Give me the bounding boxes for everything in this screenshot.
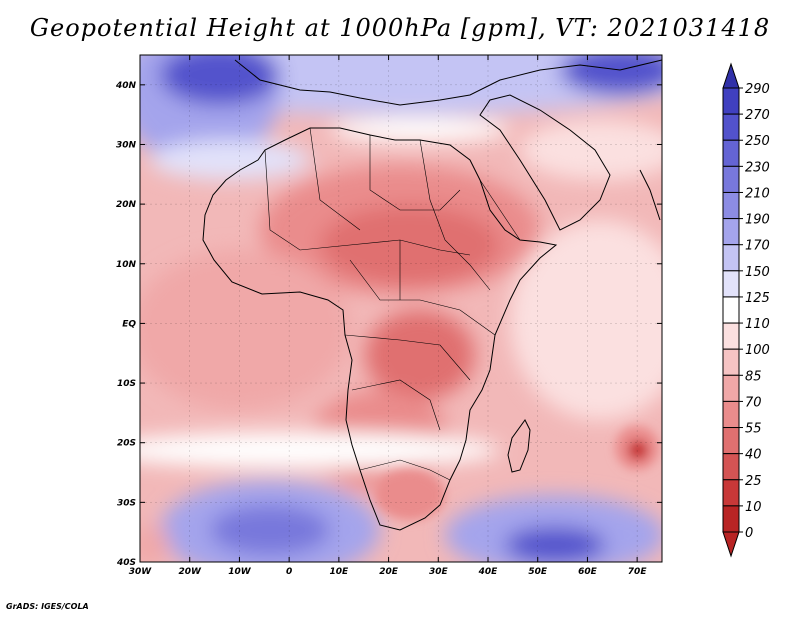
lat-tick-label: 20N [116, 200, 137, 210]
colorbar-swatch [722, 218, 740, 246]
coastlines [202, 59, 662, 531]
colorbar-swatch [722, 191, 740, 220]
plot-frame [139, 54, 663, 563]
lon-tick-label: 20W [178, 567, 202, 577]
colorbar-label: 110 [745, 317, 770, 332]
colorbar-swatch [722, 296, 740, 324]
colorbar-swatch [722, 479, 740, 507]
lat-tick-label: 40S [116, 558, 136, 568]
colorbar-label: 150 [745, 265, 770, 280]
colorbar-label: 190 [745, 213, 770, 228]
colorbar-swatch [722, 400, 740, 429]
madagascar-coastline [507, 419, 531, 473]
europe-coastline [234, 59, 662, 106]
colorbar-label: 210 [745, 186, 770, 201]
colorbar-label: 85 [745, 369, 762, 384]
colorbar-swatch [722, 139, 740, 167]
colorbar-label: 290 [745, 82, 770, 97]
axis-ticks: 30W 20W 10W 0 10E 20E 30E 40E 50E 60E 70E 40N 30N 20N… [115, 55, 662, 577]
colorbar-label: 230 [745, 160, 770, 175]
colorbar-swatch [722, 165, 740, 193]
lat-tick-label: 30N [116, 140, 137, 150]
africa-coastline [202, 127, 558, 531]
lon-tick-label: 70E [628, 567, 648, 577]
lon-tick-label: 20E [379, 567, 399, 577]
india-coastline [639, 169, 661, 221]
colorbar-swatch [722, 244, 740, 272]
colorbar-swatch [722, 270, 740, 298]
colorbar: 2902702502302101901701501251101008570554… [722, 62, 770, 558]
colorbar-swatch [722, 505, 740, 533]
colorbar-label: 125 [745, 291, 770, 306]
lon-tick-label: 10E [330, 567, 350, 577]
colorbar-label: 170 [745, 239, 770, 254]
colorbar-swatch [722, 427, 740, 455]
colorbar-swatch [722, 348, 740, 376]
lat-tick-label: 20S [117, 439, 136, 449]
lon-tick-label: 60E [578, 567, 598, 577]
colorbar-top-arrow [722, 62, 740, 89]
colorbar-label: 70 [745, 395, 762, 410]
colorbar-swatch [722, 322, 740, 350]
colorbar-swatch [722, 453, 740, 481]
colorbar-label: 10 [745, 500, 762, 515]
lon-tick-label: 50E [528, 567, 548, 577]
colorbar-label: 55 [745, 422, 762, 437]
lat-tick-label: EQ [122, 319, 136, 329]
lon-tick-label: 40E [478, 567, 499, 577]
chart-title: Geopotential Height at 1000hPa [gpm], VT… [29, 14, 771, 42]
lon-tick-label: 30W [129, 567, 153, 577]
graticule [140, 55, 662, 562]
colorbar-bottom-arrow [722, 531, 740, 558]
lon-tick-label: 30E [429, 567, 449, 577]
plot-area [140, 55, 662, 562]
colorbar-label: 100 [745, 343, 770, 358]
colorbar-swatch [722, 374, 740, 402]
lat-tick-label: 10N [116, 260, 137, 270]
lat-tick-label: 10S [117, 379, 136, 389]
lon-tick-label: 10W [228, 567, 252, 577]
footer-credit: GrADS: IGES/COLA [6, 602, 89, 611]
colorbar-swatch [722, 113, 740, 141]
lat-tick-label: 30S [117, 498, 136, 508]
local-features [375, 426, 659, 520]
colorbar-label: 40 [745, 448, 762, 463]
arabia-coastline [479, 94, 611, 231]
colorbar-swatch [722, 87, 740, 115]
country-borders [264, 127, 521, 481]
colorbar-label: 0 [745, 526, 753, 541]
lon-tick-label: 0 [286, 567, 292, 577]
colorbar-label: 250 [745, 134, 770, 149]
colorbar-label: 25 [745, 474, 762, 489]
colorbar-label: 270 [745, 108, 770, 123]
lat-tick-label: 40N [115, 81, 137, 91]
